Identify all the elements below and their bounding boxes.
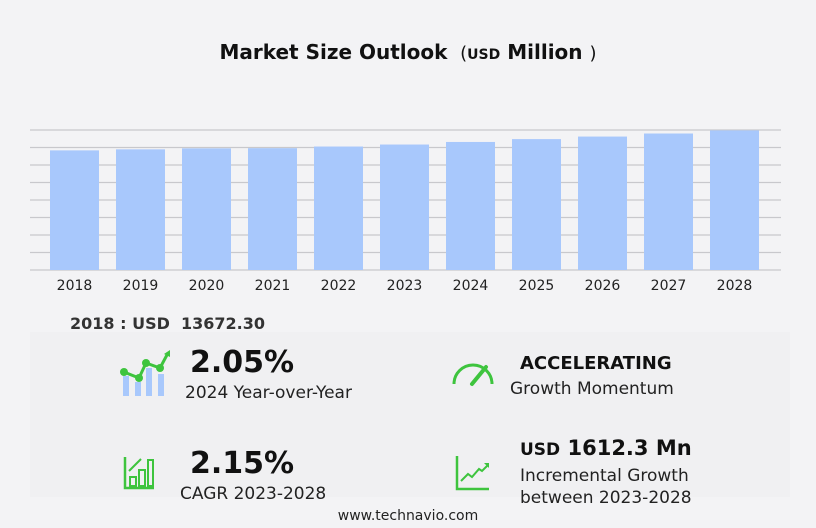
bar-2026 bbox=[578, 136, 627, 270]
x-tick-label: 2028 bbox=[717, 278, 753, 294]
bar-growth-icon bbox=[123, 457, 154, 490]
x-tick-label: 2019 bbox=[123, 278, 159, 294]
base-year-value: 2018 : USD 13672.30 bbox=[70, 314, 266, 333]
bar-2019 bbox=[116, 149, 165, 270]
cagr-label: CAGR 2023-2028 bbox=[180, 484, 327, 504]
bar-2027 bbox=[644, 133, 693, 270]
momentum-value: ACCELERATING bbox=[520, 353, 672, 374]
x-tick-label: 2026 bbox=[585, 278, 621, 294]
title-text: Market Size Outlook bbox=[219, 40, 448, 64]
title-unit: USD bbox=[467, 47, 501, 63]
cagr-value: 2.15% bbox=[190, 446, 295, 481]
bar-2024 bbox=[446, 141, 495, 270]
trend-bars-icon bbox=[120, 350, 170, 396]
momentum-label: Growth Momentum bbox=[510, 379, 674, 399]
x-tick-label: 2022 bbox=[321, 278, 357, 294]
bar-chart: 2018 2019 2020 2021 2022 2023 2024 2025 2026 2027… bbox=[30, 129, 781, 294]
speedometer-icon bbox=[452, 363, 494, 386]
bar-2022 bbox=[314, 146, 363, 270]
footer-url: www.technavio.com bbox=[337, 508, 479, 524]
stats-panel bbox=[30, 332, 790, 497]
title-unit-suffix: Million bbox=[507, 40, 583, 64]
x-tick-label: 2018 bbox=[57, 278, 93, 294]
title-paren-open: ( bbox=[454, 43, 468, 64]
yoy-label: 2024 Year-over-Year bbox=[185, 383, 352, 403]
incremental-prefix: USD bbox=[520, 440, 561, 460]
incremental-value: USD 1612.3 Mn bbox=[520, 436, 692, 460]
bar-2021 bbox=[248, 148, 297, 270]
x-tick-label: 2024 bbox=[453, 278, 489, 294]
incremental-label-1: Incremental Growth bbox=[520, 466, 689, 486]
x-tick-label: 2023 bbox=[387, 278, 423, 294]
x-tick-label: 2025 bbox=[519, 278, 555, 294]
incremental-label-2: between 2023-2028 bbox=[520, 488, 692, 508]
x-tick-label: 2027 bbox=[651, 278, 687, 294]
bar-2018 bbox=[50, 150, 99, 270]
bar-2028 bbox=[710, 130, 759, 270]
bar-2025 bbox=[512, 139, 561, 270]
incremental-amount: 1612.3 Mn bbox=[567, 436, 692, 460]
line-growth-icon bbox=[455, 456, 489, 491]
x-tick-label: 2021 bbox=[255, 278, 291, 294]
title-paren-close: ) bbox=[589, 43, 597, 64]
bar-2020 bbox=[182, 148, 231, 270]
chart-title: Market Size Outlook (USD Million ) bbox=[0, 40, 816, 64]
bar-2023 bbox=[380, 144, 429, 270]
yoy-value: 2.05% bbox=[190, 345, 295, 380]
x-tick-label: 2020 bbox=[189, 278, 225, 294]
